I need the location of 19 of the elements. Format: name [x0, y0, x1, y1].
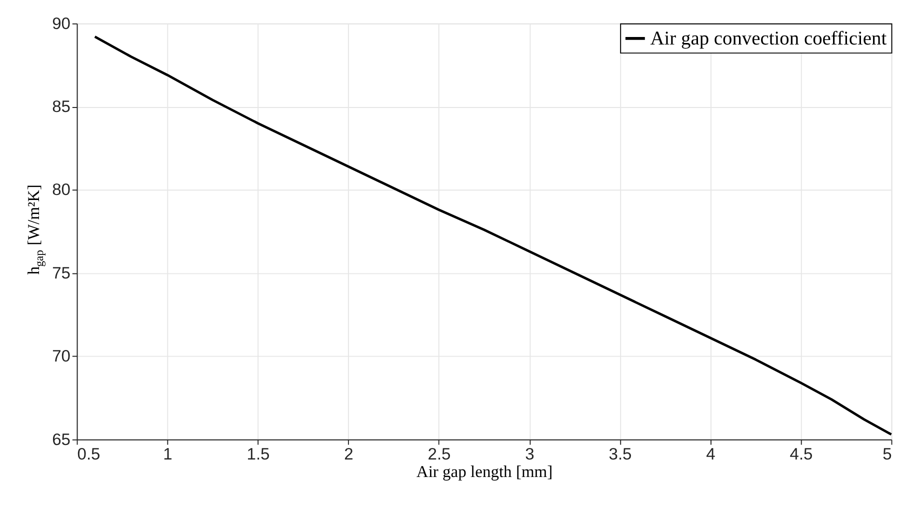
y-tick-label: 70 [52, 346, 70, 366]
y-tick-label: 65 [52, 430, 70, 449]
x-tick-label: 3 [525, 444, 534, 464]
x-tick-label: 4 [706, 444, 716, 464]
x-tick-label: 1 [163, 444, 172, 464]
x-tick-label: 0.5 [77, 444, 100, 464]
y-tick-label: 80 [52, 180, 70, 200]
y-tick-label: 90 [52, 14, 70, 33]
x-tick-label: 3.5 [608, 444, 632, 464]
x-tick-label: 2 [344, 444, 354, 464]
x-tick-label: 1.5 [246, 444, 270, 464]
y-tick-label: 85 [52, 96, 70, 116]
x-tick-label: 5 [882, 444, 892, 464]
y-tick-label: 75 [52, 263, 70, 282]
x-tick-label: 4.5 [790, 444, 813, 464]
legend-label: Air gap convection coefficient [650, 28, 888, 50]
y-axis-title: hgap [W/m²K] [24, 184, 46, 275]
x-tick-label: 2.5 [428, 444, 451, 464]
x-axis-title: Air gap length [mm] [416, 462, 553, 481]
